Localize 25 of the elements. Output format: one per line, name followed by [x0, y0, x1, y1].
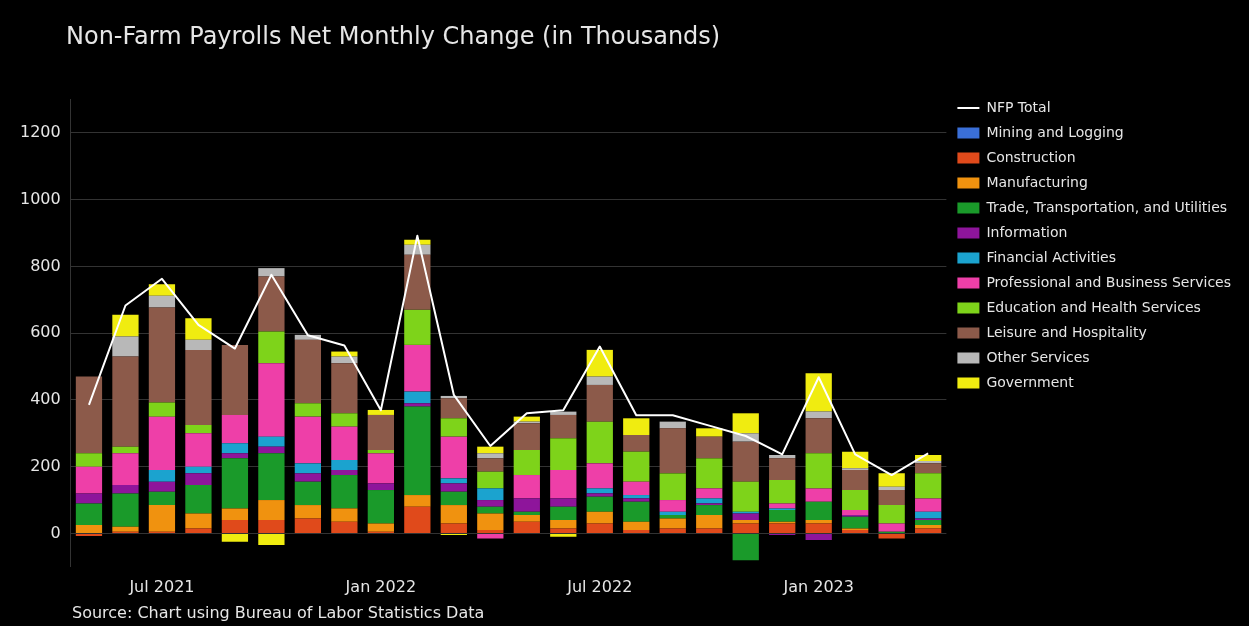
legend-label: Professional and Business Services: [986, 273, 1232, 290]
source-note: Source: Chart using Bureau of Labor Statistics Data: [72, 603, 485, 622]
legend-label: Education and Health Services: [986, 298, 1201, 315]
legend-label: Government: [986, 373, 1075, 390]
legend-label: Trade, Transportation, and Utilities: [985, 198, 1228, 215]
y-tick-label: 1200: [20, 122, 61, 142]
legend-label: Other Services: [986, 348, 1090, 365]
x-tick-label: Jan 2022: [344, 576, 417, 596]
y-tick-label: 1000: [20, 188, 61, 208]
legend-label: Information: [986, 223, 1068, 240]
x-tick-label: Jan 2023: [782, 576, 854, 596]
y-tick-label: 0: [50, 522, 61, 542]
y-tick-label: 400: [30, 389, 61, 409]
y-tick-label: 200: [30, 455, 61, 475]
legend-label: Construction: [986, 148, 1076, 165]
legend-label: Leisure and Hospitality: [986, 323, 1147, 340]
y-tick-label: 600: [30, 322, 61, 342]
x-tick-label: Jul 2022: [566, 576, 633, 596]
legend-label: Financial Activities: [986, 248, 1117, 265]
y-tick-label: 800: [30, 255, 61, 275]
chart-title: Non-Farm Payrolls Net Monthly Change (in Thousands): [66, 22, 721, 50]
legend-label: NFP Total: [986, 98, 1051, 115]
legend-label: Mining and Logging: [986, 123, 1124, 140]
x-tick-label: Jul 2021: [128, 576, 195, 596]
legend-label: Manufacturing: [986, 173, 1088, 190]
